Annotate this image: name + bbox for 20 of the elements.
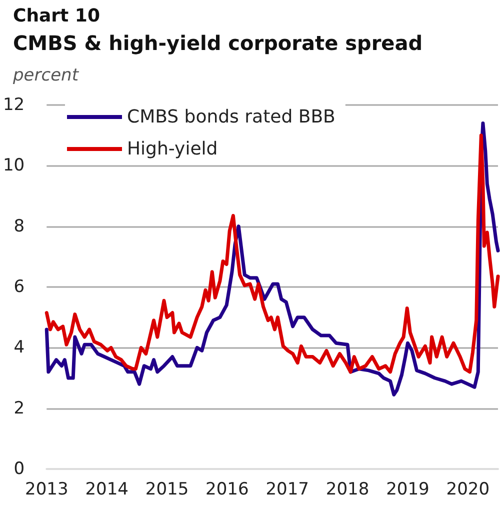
y-tick-label: 2	[14, 398, 25, 418]
chart-subtitle: CMBS & high-yield corporate spread	[13, 31, 423, 55]
legend-label: High-yield	[127, 138, 218, 160]
y-tick-label: 6	[14, 277, 25, 297]
x-tick-label: 2018	[326, 480, 370, 500]
x-tick-label: 2014	[85, 480, 128, 500]
legend-label: CMBS bonds rated BBB	[127, 106, 336, 128]
chart-title: Chart 10	[13, 6, 100, 26]
y-tick-label: 8	[14, 216, 25, 236]
x-tick-label: 2015	[145, 480, 189, 500]
y-tick-label: 0	[14, 459, 25, 479]
x-tick-label: 2016	[206, 480, 249, 500]
y-axis-title: percent	[12, 66, 80, 86]
x-tick-label: 2017	[266, 480, 309, 500]
y-tick-label: 4	[14, 338, 25, 358]
y-tick-label: 10	[2, 156, 25, 176]
y-tick-label: 12	[2, 95, 25, 115]
x-tick-label: 2013	[25, 480, 68, 500]
x-tick-label: 2019	[386, 480, 430, 500]
x-tick-label: 2020	[446, 480, 490, 500]
